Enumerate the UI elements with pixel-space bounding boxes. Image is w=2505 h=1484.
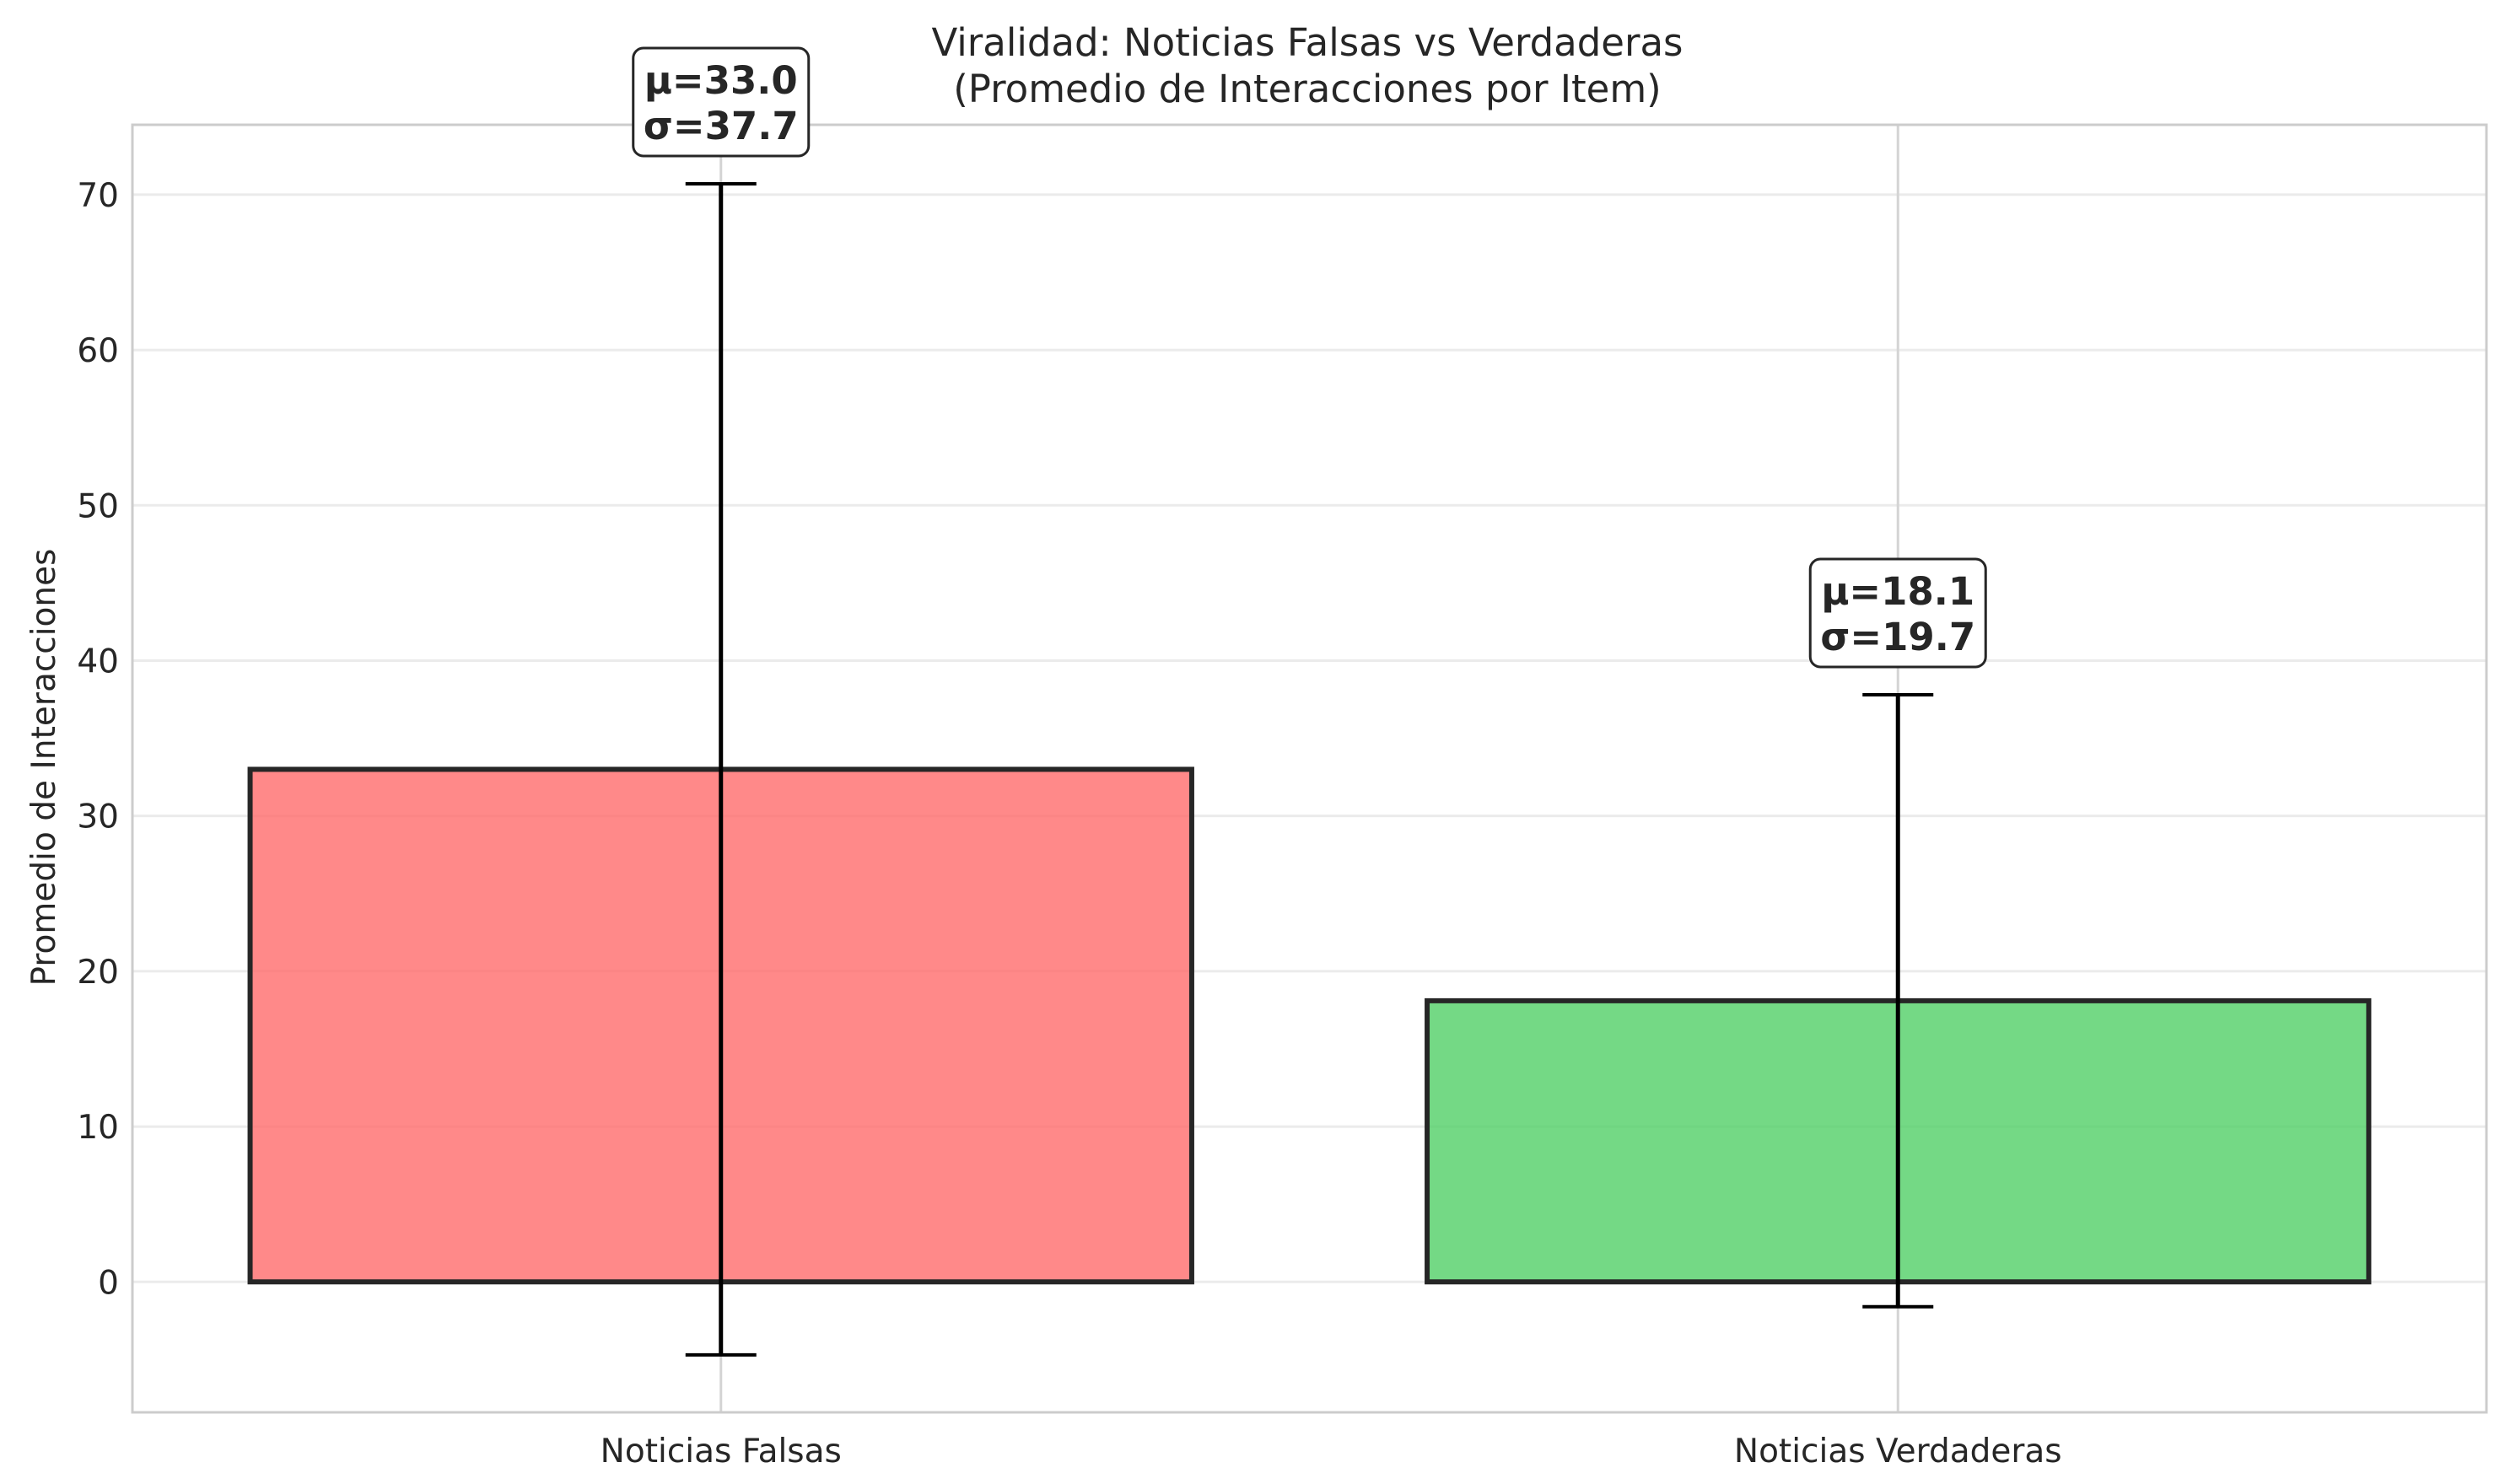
error-bars (685, 181, 1934, 1357)
y-tick-label: 20 (77, 954, 119, 992)
annotations: μ=33.0σ=37.7 μ=18.1σ=19.7 (632, 46, 1987, 669)
stat-annotation-box (1808, 557, 1987, 669)
y-tick-label: 50 (77, 487, 119, 525)
y-axis-label: Promedio de Interacciones (25, 549, 63, 987)
y-tick-label: 0 (98, 1264, 119, 1302)
chart-title-line-1: Viralidad: Noticias Falsas vs Verdaderas (931, 20, 1683, 65)
stat-annotation-mean: μ=18.1 (1821, 569, 1974, 614)
x-ticks: Noticias Falsas Noticias Verdaderas (601, 1433, 2062, 1471)
y-tick-label: 40 (77, 643, 119, 680)
stat-annotation-std: σ=19.7 (1820, 615, 1975, 659)
stat-annotation-std: σ=37.7 (644, 104, 799, 148)
chart-title-line-2: (Promedio de Interacciones por Item) (953, 67, 1662, 111)
y-tick-label: 60 (77, 332, 119, 370)
y-tick-label: 30 (77, 798, 119, 836)
x-tick-label: Noticias Falsas (601, 1433, 842, 1471)
x-tick-label: Noticias Verdaderas (1734, 1433, 2062, 1471)
y-ticks: 0 10 20 30 40 50 60 70 (77, 177, 119, 1302)
y-tick-label: 70 (77, 177, 119, 215)
stat-annotation-mean: μ=33.0 (644, 58, 798, 103)
stat-annotation-box (632, 46, 811, 158)
y-tick-label: 10 (77, 1109, 119, 1147)
plot-frame (131, 123, 2488, 1414)
